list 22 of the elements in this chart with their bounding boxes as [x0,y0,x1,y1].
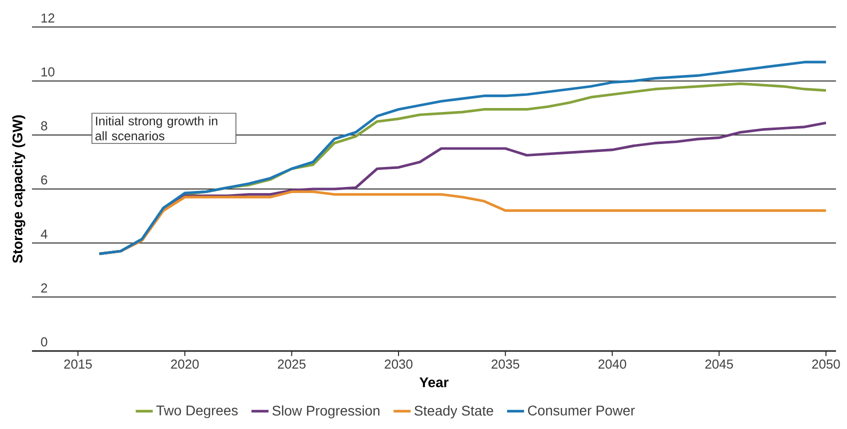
legend-label: Consumer Power [528,406,635,416]
y-tick-label: 4 [40,230,48,238]
y-tick-label: 0 [41,337,48,346]
x-tick-label: 2025 [278,360,306,369]
x-tick-label: 2045 [705,360,733,369]
x-tick-label: 2020 [171,360,199,369]
y-axis-title: Storage capacity (GW) [12,115,26,263]
x-tick-label: 2015 [64,360,92,369]
x-tick-label: 2035 [492,360,520,369]
x-tick-label: 2050 [812,360,840,369]
legend-label: Steady State [414,405,494,418]
y-tick-label: 2 [41,283,48,292]
x-tick-label: 2030 [384,360,412,369]
y-tick-label: 12 [42,13,54,22]
y-tick-label: 10 [42,67,54,76]
legend-label: Two Degrees [156,406,238,418]
annotation: Initial strong growth in all scenarios [95,116,218,140]
legend-label: Slow Progression [272,405,380,418]
x-tick-label: 2040 [598,360,626,369]
x-axis-title: Year [420,378,449,388]
y-tick-label: 6 [41,175,48,184]
y-tick-label: 8 [41,121,48,130]
